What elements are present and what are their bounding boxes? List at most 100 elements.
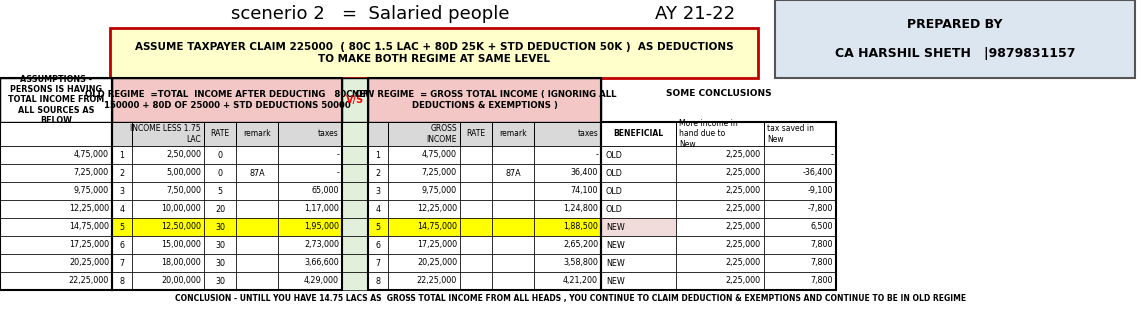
Bar: [601, 218, 675, 236]
Bar: [132, 146, 204, 164]
Bar: [534, 254, 601, 272]
Bar: [369, 218, 388, 236]
Bar: [601, 272, 675, 290]
Bar: [342, 236, 369, 254]
Text: 7: 7: [120, 258, 124, 267]
Text: RATE: RATE: [467, 130, 486, 139]
Text: BENEFICIAL: BENEFICIAL: [614, 130, 664, 139]
Text: -: -: [337, 168, 339, 177]
Bar: [764, 236, 836, 254]
Bar: [342, 78, 369, 122]
Text: 4: 4: [375, 204, 380, 213]
Bar: [236, 272, 278, 290]
Bar: [492, 200, 534, 218]
Bar: [204, 122, 236, 146]
Bar: [0, 236, 112, 254]
Bar: [236, 146, 278, 164]
Text: 74,100: 74,100: [570, 186, 598, 195]
Bar: [534, 182, 601, 200]
Text: V/S: V/S: [346, 95, 364, 105]
Bar: [278, 236, 342, 254]
Text: -36,400: -36,400: [803, 168, 833, 177]
Text: 5: 5: [120, 222, 124, 231]
Text: 2,25,000: 2,25,000: [726, 240, 761, 249]
Bar: [492, 218, 534, 236]
Bar: [775, 0, 1135, 78]
Bar: [369, 200, 388, 218]
Text: 14,75,000: 14,75,000: [68, 222, 110, 231]
Text: -: -: [596, 151, 598, 160]
Text: 7,800: 7,800: [810, 276, 833, 285]
Text: 2,25,000: 2,25,000: [726, 204, 761, 213]
Bar: [675, 272, 764, 290]
Text: taxes: taxes: [577, 130, 598, 139]
Text: GROSS
INCOME: GROSS INCOME: [427, 124, 458, 144]
Bar: [112, 146, 132, 164]
Text: 4,75,000: 4,75,000: [74, 151, 110, 160]
Bar: [236, 200, 278, 218]
Text: 2,25,000: 2,25,000: [726, 151, 761, 160]
Bar: [204, 218, 236, 236]
Text: 2,25,000: 2,25,000: [726, 276, 761, 285]
Bar: [601, 146, 675, 164]
Bar: [278, 254, 342, 272]
Text: 2,65,200: 2,65,200: [563, 240, 598, 249]
Text: 20,25,000: 20,25,000: [68, 258, 110, 267]
Text: 12,25,000: 12,25,000: [416, 204, 458, 213]
Bar: [460, 200, 492, 218]
Text: 5: 5: [375, 222, 381, 231]
Bar: [0, 0, 1141, 28]
Text: 2,25,000: 2,25,000: [726, 186, 761, 195]
Bar: [534, 146, 601, 164]
Text: 30: 30: [215, 222, 225, 231]
Text: OLD: OLD: [606, 186, 623, 195]
Bar: [388, 272, 460, 290]
Bar: [342, 218, 369, 236]
Text: 2,73,000: 2,73,000: [304, 240, 339, 249]
Bar: [0, 146, 112, 164]
Bar: [0, 164, 112, 182]
Text: 65,000: 65,000: [311, 186, 339, 195]
Bar: [112, 236, 132, 254]
Text: 22,25,000: 22,25,000: [68, 276, 110, 285]
Bar: [601, 182, 675, 200]
Bar: [675, 164, 764, 182]
Text: 2,25,000: 2,25,000: [726, 222, 761, 231]
Text: -9,100: -9,100: [808, 186, 833, 195]
Bar: [278, 200, 342, 218]
Bar: [0, 254, 112, 272]
Text: taxes: taxes: [318, 130, 339, 139]
Text: OLD: OLD: [606, 151, 623, 160]
Bar: [388, 218, 460, 236]
Bar: [675, 200, 764, 218]
Text: 4,29,000: 4,29,000: [304, 276, 339, 285]
Bar: [204, 182, 236, 200]
Bar: [236, 254, 278, 272]
Bar: [675, 146, 764, 164]
Bar: [132, 200, 204, 218]
Text: 6: 6: [120, 240, 124, 249]
Text: 30: 30: [215, 276, 225, 285]
Text: -7,800: -7,800: [808, 204, 833, 213]
Text: 1: 1: [375, 151, 380, 160]
Text: NEW: NEW: [606, 222, 625, 231]
Text: 7,800: 7,800: [810, 258, 833, 267]
Bar: [112, 78, 342, 122]
Text: 12,25,000: 12,25,000: [68, 204, 110, 213]
Text: 87A: 87A: [249, 168, 265, 177]
Bar: [369, 78, 601, 290]
Bar: [460, 254, 492, 272]
Bar: [342, 122, 369, 146]
Bar: [764, 146, 836, 164]
Bar: [764, 182, 836, 200]
Text: 1,95,000: 1,95,000: [304, 222, 339, 231]
Bar: [278, 218, 342, 236]
Bar: [278, 272, 342, 290]
Bar: [278, 122, 342, 146]
Text: remark: remark: [500, 130, 527, 139]
Text: 20: 20: [215, 204, 225, 213]
Bar: [764, 122, 836, 146]
Text: 0: 0: [218, 168, 222, 177]
Bar: [388, 254, 460, 272]
Text: 9,75,000: 9,75,000: [74, 186, 110, 195]
